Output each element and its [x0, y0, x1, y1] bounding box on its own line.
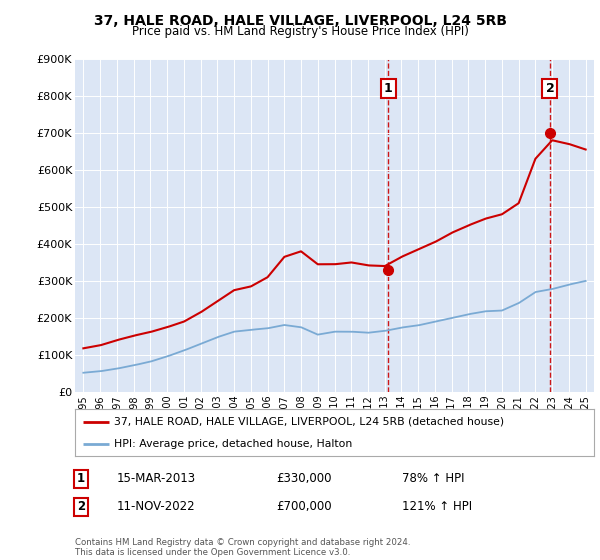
Text: 121% ↑ HPI: 121% ↑ HPI	[402, 500, 472, 514]
Text: HPI: Average price, detached house, Halton: HPI: Average price, detached house, Halt…	[114, 438, 352, 449]
Text: 37, HALE ROAD, HALE VILLAGE, LIVERPOOL, L24 5RB: 37, HALE ROAD, HALE VILLAGE, LIVERPOOL, …	[94, 14, 506, 28]
Text: 2: 2	[77, 500, 85, 514]
Text: Price paid vs. HM Land Registry's House Price Index (HPI): Price paid vs. HM Land Registry's House …	[131, 25, 469, 38]
Text: Contains HM Land Registry data © Crown copyright and database right 2024.
This d: Contains HM Land Registry data © Crown c…	[75, 538, 410, 557]
Text: £330,000: £330,000	[276, 472, 331, 486]
Text: £700,000: £700,000	[276, 500, 332, 514]
Text: 11-NOV-2022: 11-NOV-2022	[117, 500, 196, 514]
Text: 15-MAR-2013: 15-MAR-2013	[117, 472, 196, 486]
Text: 2: 2	[545, 82, 554, 95]
Text: 78% ↑ HPI: 78% ↑ HPI	[402, 472, 464, 486]
Text: 1: 1	[77, 472, 85, 486]
Text: 1: 1	[383, 82, 392, 95]
Text: 37, HALE ROAD, HALE VILLAGE, LIVERPOOL, L24 5RB (detached house): 37, HALE ROAD, HALE VILLAGE, LIVERPOOL, …	[114, 417, 504, 427]
